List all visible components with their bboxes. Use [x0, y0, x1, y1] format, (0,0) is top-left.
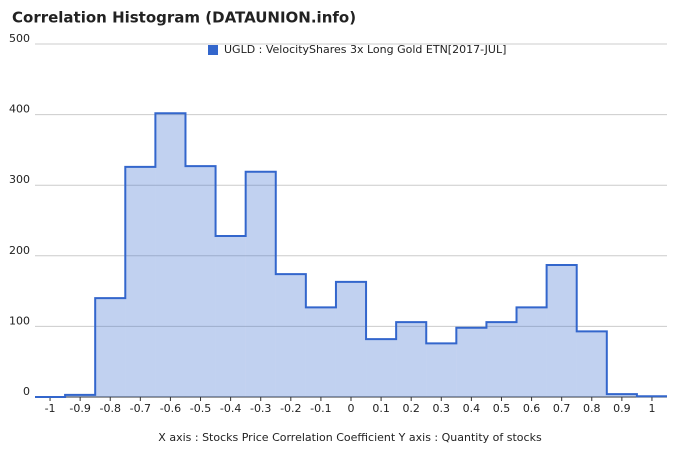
outline	[35, 112, 667, 398]
x-tick-label: -0.6	[160, 402, 181, 415]
x-tick-label: -0.8	[100, 402, 121, 415]
x-tick-label: -0.9	[69, 402, 90, 415]
bar	[95, 298, 126, 397]
bar	[546, 264, 577, 397]
y-tick-label: 0	[23, 385, 30, 398]
y-tick-label: 500	[9, 32, 30, 45]
bar	[305, 307, 336, 397]
bar	[396, 322, 427, 397]
y-tick-label: 400	[9, 103, 30, 116]
bar	[275, 274, 306, 397]
bar	[185, 166, 216, 397]
x-tick-label: -0.3	[250, 402, 271, 415]
x-tick-label: 0.6	[523, 402, 541, 415]
x-tick-label: 0.8	[583, 402, 601, 415]
legend-label: UGLD : VelocityShares 3x Long Gold ETN[2…	[224, 43, 506, 56]
bar	[245, 171, 276, 397]
y-tick-label: 100	[9, 314, 30, 327]
bar	[576, 331, 607, 397]
x-tick-label: -0.5	[190, 402, 211, 415]
x-tick-label: -0.1	[310, 402, 331, 415]
x-tick-label: 0.5	[493, 402, 511, 415]
bar	[65, 394, 96, 397]
x-axis-label: X axis : Stocks Price Correlation Coeffi…	[158, 431, 542, 444]
x-tick-label: 0.1	[372, 402, 390, 415]
bar	[456, 327, 487, 397]
bar	[516, 307, 547, 397]
bar	[486, 322, 517, 397]
bar	[335, 281, 367, 397]
x-tick-label: -1	[45, 402, 56, 415]
bar	[125, 166, 156, 397]
x-tick-label: -0.2	[280, 402, 301, 415]
x-tick-label: -0.7	[130, 402, 151, 415]
x-tick-label: 0	[348, 402, 355, 415]
x-tick-label: 0.3	[433, 402, 451, 415]
x-tick-label: 0.7	[553, 402, 571, 415]
y-tick-label: 300	[9, 173, 30, 186]
x-tick-label: 0.2	[402, 402, 420, 415]
bar	[155, 113, 186, 398]
x-tick-label: 0.4	[463, 402, 481, 415]
bar	[606, 394, 637, 397]
legend-swatch	[208, 45, 218, 55]
x-tick-label: 0.9	[613, 402, 631, 415]
x-tick-label: 1	[648, 402, 655, 415]
bar	[215, 236, 246, 397]
bar	[366, 339, 397, 397]
bar	[426, 343, 457, 397]
x-tick-label: -0.4	[220, 402, 241, 415]
y-tick-label: 200	[9, 244, 30, 257]
chart-title: Correlation Histogram (DATAUNION.info)	[12, 9, 356, 27]
